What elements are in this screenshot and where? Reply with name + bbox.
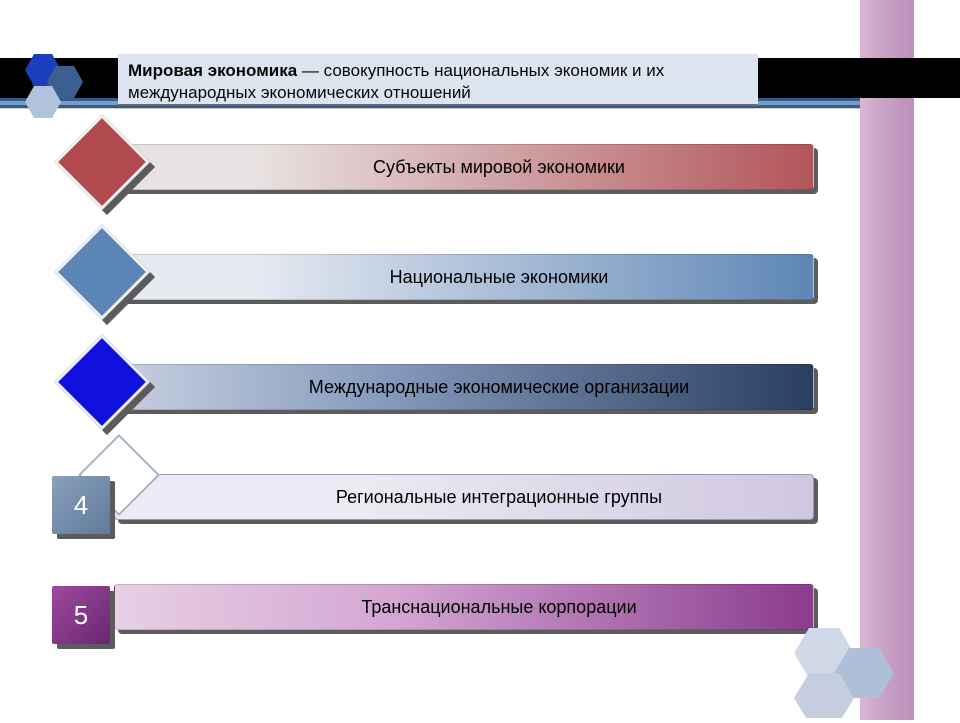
square-5: 5 xyxy=(52,586,122,656)
bar-5: Транснациональные корпорации xyxy=(114,584,814,630)
row-1: Субъекты мировой экономики xyxy=(0,122,830,214)
title-bold: Мировая экономика xyxy=(128,61,297,80)
bar-2-text: Национальные экономики xyxy=(115,267,813,288)
row-2: Национальные экономики xyxy=(0,232,830,324)
diamond-2 xyxy=(68,238,146,316)
row-3: Международные экономические организации xyxy=(0,342,830,434)
square-4-label: 4 xyxy=(74,490,88,521)
square-5-label: 5 xyxy=(74,600,88,631)
bar-2: Национальные экономики xyxy=(114,254,814,300)
bar-1: Субъекты мировой экономики xyxy=(114,144,814,190)
slide: Мировая экономика — совокупность национа… xyxy=(0,0,960,720)
hex-cluster-top-left xyxy=(12,54,112,124)
row-4: Региональные интеграционные группы 4 xyxy=(0,452,830,544)
square-4: 4 xyxy=(52,476,122,546)
bar-4-text: Региональные интеграционные группы xyxy=(115,487,813,508)
hex-cluster-bottom-right xyxy=(774,623,924,718)
diamond-1 xyxy=(68,128,146,206)
bar-3-text: Международные экономические организации xyxy=(115,377,813,398)
right-gradient-band xyxy=(860,0,914,720)
header-underline xyxy=(0,108,860,109)
bar-3: Международные экономические организации xyxy=(114,364,814,410)
bar-1-text: Субъекты мировой экономики xyxy=(115,157,813,178)
bar-4: Региональные интеграционные группы xyxy=(114,474,814,520)
rows-container: Субъекты мировой экономики Национальные … xyxy=(0,122,830,672)
row-5: Транснациональные корпорации 5 xyxy=(0,562,830,654)
diamond-3 xyxy=(68,348,146,426)
title-box: Мировая экономика — совокупность национа… xyxy=(118,54,758,106)
bar-5-text: Транснациональные корпорации xyxy=(115,597,813,618)
